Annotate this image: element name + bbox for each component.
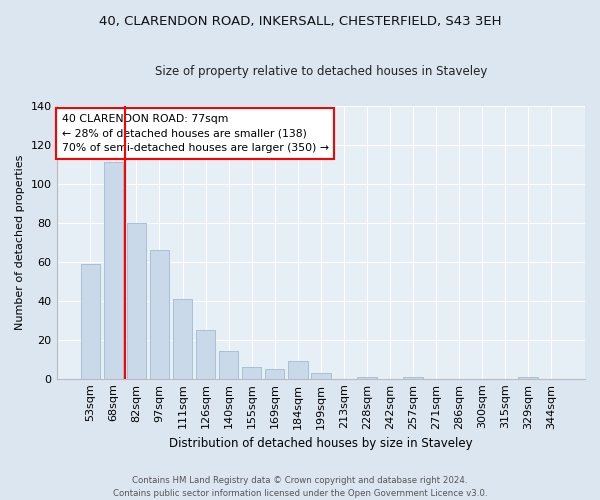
Bar [357, 376, 377, 378]
Bar [173, 298, 193, 378]
Bar [196, 330, 215, 378]
Text: 40, CLARENDON ROAD, INKERSALL, CHESTERFIELD, S43 3EH: 40, CLARENDON ROAD, INKERSALL, CHESTERFI… [99, 15, 501, 28]
Text: 40 CLARENDON ROAD: 77sqm
← 28% of detached houses are smaller (138)
70% of semi-: 40 CLARENDON ROAD: 77sqm ← 28% of detach… [62, 114, 329, 154]
Bar [80, 264, 100, 378]
Bar [265, 369, 284, 378]
Bar [127, 222, 146, 378]
Bar [311, 373, 331, 378]
Title: Size of property relative to detached houses in Staveley: Size of property relative to detached ho… [155, 65, 487, 78]
Bar [104, 162, 123, 378]
Bar [149, 250, 169, 378]
Bar [219, 352, 238, 378]
Bar [518, 376, 538, 378]
Text: Contains HM Land Registry data © Crown copyright and database right 2024.
Contai: Contains HM Land Registry data © Crown c… [113, 476, 487, 498]
Y-axis label: Number of detached properties: Number of detached properties [15, 154, 25, 330]
Bar [288, 361, 308, 378]
Bar [403, 376, 423, 378]
Bar [242, 367, 262, 378]
X-axis label: Distribution of detached houses by size in Staveley: Distribution of detached houses by size … [169, 437, 473, 450]
